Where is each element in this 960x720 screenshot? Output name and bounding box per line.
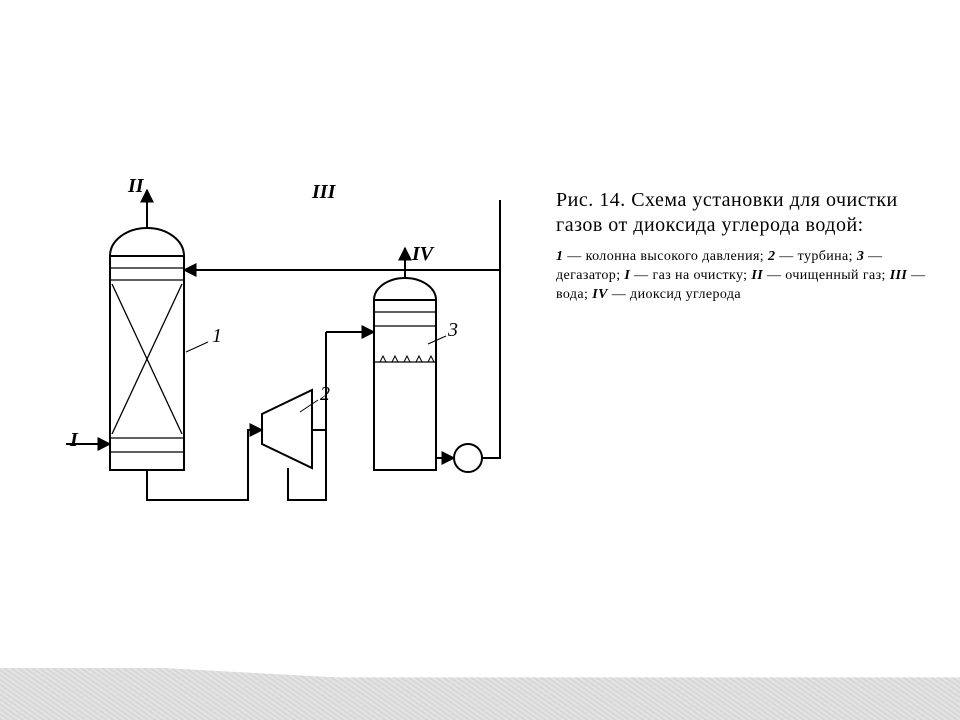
stream-label-II: II [128, 176, 144, 196]
process-diagram [0, 0, 960, 720]
pipe-pump-return [482, 270, 500, 458]
page-root: { "canvas": { "width": 960, "height": 72… [0, 0, 960, 720]
pipe-turbine-riser [288, 332, 326, 500]
node-label-3: 3 [448, 320, 458, 340]
degasser-column [374, 248, 436, 470]
pipe-col1-turbine [147, 430, 262, 500]
node-label-2: 2 [320, 384, 330, 404]
stream-label-IV: IV [412, 244, 433, 264]
stream-label-III: III [312, 182, 335, 202]
figure-caption: Рис. 14. Схема установки для очистки газ… [556, 188, 926, 305]
caption-title: Рис. 14. Схема установки для очистки газ… [556, 188, 926, 238]
stream-label-I: I [70, 430, 78, 450]
node-label-1: 1 [212, 326, 222, 346]
caption-legend: 1 — колонна высокого давления; 2 — турби… [556, 248, 926, 305]
high-pressure-column [110, 190, 184, 470]
stream-III-line [184, 200, 500, 270]
turbine [262, 390, 326, 468]
recycle-pump [454, 444, 482, 472]
leader-lines [186, 336, 446, 412]
